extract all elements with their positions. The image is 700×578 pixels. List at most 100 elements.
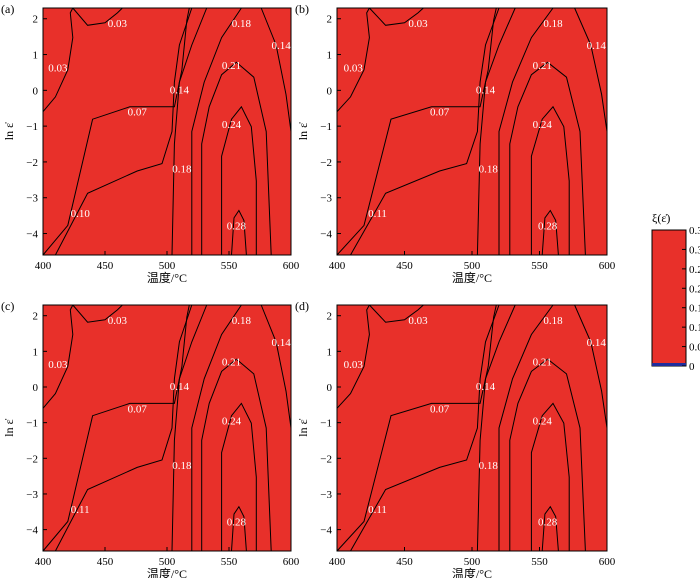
contour-label: 0.07	[430, 403, 450, 415]
y-tick-label: 1	[327, 346, 333, 358]
contour-line	[509, 358, 586, 552]
contour-label: 0.03	[48, 359, 68, 371]
contour-labels: 0.03 0.03 0.07 0.11 0.14 0.14 0.18 0.18 0.21 0.24…	[344, 315, 607, 529]
y-tick-label: −4	[320, 525, 332, 537]
contour-label: 0.03	[108, 18, 128, 30]
contour-lines	[336, 7, 608, 256]
panel-label: (a)	[1, 2, 14, 16]
contour-line	[369, 304, 424, 323]
x-tick-label: 450	[97, 260, 114, 272]
x-tick-label: 550	[531, 556, 548, 568]
x-tick-label: 400	[329, 556, 346, 568]
contour-line	[260, 7, 292, 132]
colorbar-fill	[651, 229, 687, 367]
contour-line	[231, 209, 247, 256]
contour-line	[530, 105, 570, 255]
contour-line	[42, 304, 74, 409]
x-tick-label: 500	[464, 556, 481, 568]
contour-line	[221, 105, 257, 255]
y-tick-label: 0	[33, 85, 39, 97]
contour-label: 0.24	[533, 416, 553, 428]
x-axis-ticks: 400 450 500 550 600	[329, 251, 616, 272]
heatmap-area	[336, 7, 608, 256]
x-tick-label: 400	[35, 260, 52, 272]
contour-line	[54, 304, 193, 552]
y-tick-label: −3	[26, 193, 38, 205]
colorbar-tick-label: 0.25	[689, 264, 700, 276]
contour-label: 0.28	[227, 517, 247, 529]
x-tick-label: 500	[159, 556, 176, 568]
contour-line	[369, 7, 424, 26]
contour-label: 0.18	[543, 315, 563, 327]
contour-label: 0.11	[368, 504, 387, 516]
y-tick-label: −1	[320, 418, 332, 430]
contour-line	[336, 304, 370, 409]
contour-label: 0.21	[533, 357, 552, 369]
contour-label: 0.14	[271, 40, 291, 52]
y-tick-label: −4	[26, 525, 38, 537]
contour-label: 0.24	[222, 119, 242, 131]
x-tick-label: 600	[283, 556, 300, 568]
y-tick-label: −2	[320, 453, 332, 465]
contour-label: 0.18	[172, 164, 192, 176]
contour-line	[541, 505, 559, 552]
x-tick-label: 450	[396, 556, 413, 568]
contour-lines	[42, 7, 292, 256]
panel-label: (c)	[1, 299, 14, 313]
contour-label: 0.28	[538, 517, 558, 529]
contour-label: 0.11	[368, 208, 387, 220]
contour-line	[191, 304, 242, 551]
contour-label: 0.28	[227, 220, 247, 232]
x-axis-ticks: 400 450 500 550 600	[35, 547, 300, 568]
y-tick-label: −1	[320, 121, 332, 133]
y-tick-label: −3	[26, 489, 38, 501]
contour-label: 0.03	[48, 62, 68, 74]
contour-line	[350, 7, 500, 256]
contour-label: 0.18	[479, 460, 499, 472]
contour-lines	[42, 304, 292, 552]
contour-label: 0.24	[533, 119, 553, 131]
contour-label: 0.21	[222, 357, 241, 369]
y-tick-label: 1	[33, 346, 39, 358]
y-axis-ticks: 2 1 0 −1 −2 −3 −4	[320, 14, 341, 241]
y-axis-ticks: 2 1 0 −1 −2 −3 −4	[26, 14, 47, 241]
panel-c: 0.03 0.03 0.07 0.11 0.14 0.14 0.18 0.18 0.21 0.24…	[1, 299, 300, 578]
y-tick-label: −3	[320, 489, 332, 501]
contour-label: 0.07	[430, 107, 450, 119]
contour-label: 0.14	[170, 381, 190, 393]
contour-label: 0.03	[108, 315, 128, 327]
contour-label: 0.03	[344, 62, 364, 74]
x-tick-label: 450	[396, 260, 413, 272]
contour-label: 0.07	[128, 403, 148, 415]
y-tick-label: −3	[320, 193, 332, 205]
y-tick-label: 2	[327, 14, 333, 26]
contour-labels: 0.03 0.03 0.07 0.11 0.14 0.14 0.18 0.18 0.21 0.24…	[344, 18, 607, 233]
contour-label: 0.03	[408, 18, 428, 30]
x-tick-label: 550	[221, 260, 238, 272]
x-tick-label: 500	[159, 260, 176, 272]
y-tick-label: −2	[320, 157, 332, 169]
x-tick-label: 550	[221, 556, 238, 568]
contour-line	[509, 61, 586, 256]
contour-line	[54, 7, 193, 256]
y-tick-label: −4	[320, 229, 332, 241]
x-axis-ticks: 400 450 500 550 600	[35, 251, 300, 272]
contour-line	[574, 7, 608, 132]
y-tick-label: −2	[26, 157, 38, 169]
colorbar-title: ξ(ε̇)	[652, 211, 670, 225]
colorbar-tick-label: 0.20	[689, 283, 700, 295]
contour-line	[336, 7, 497, 256]
contour-line	[42, 7, 190, 256]
y-axis-label: ln ε̇	[296, 418, 310, 436]
contour-line	[42, 7, 74, 113]
contour-labels: 0.03 0.03 0.07 0.11 0.14 0.14 0.18 0.18 0.21 0.24…	[48, 315, 291, 529]
contour-label: 0.28	[538, 220, 558, 232]
y-axis-label: ln ε̇	[2, 122, 16, 140]
contour-line	[221, 402, 257, 551]
contour-line	[171, 7, 208, 256]
y-tick-label: 0	[327, 85, 333, 97]
contour-line	[171, 304, 208, 552]
contour-line	[350, 304, 500, 552]
y-axis-ticks: 2 1 0 −1 −2 −3 −4	[320, 311, 341, 537]
